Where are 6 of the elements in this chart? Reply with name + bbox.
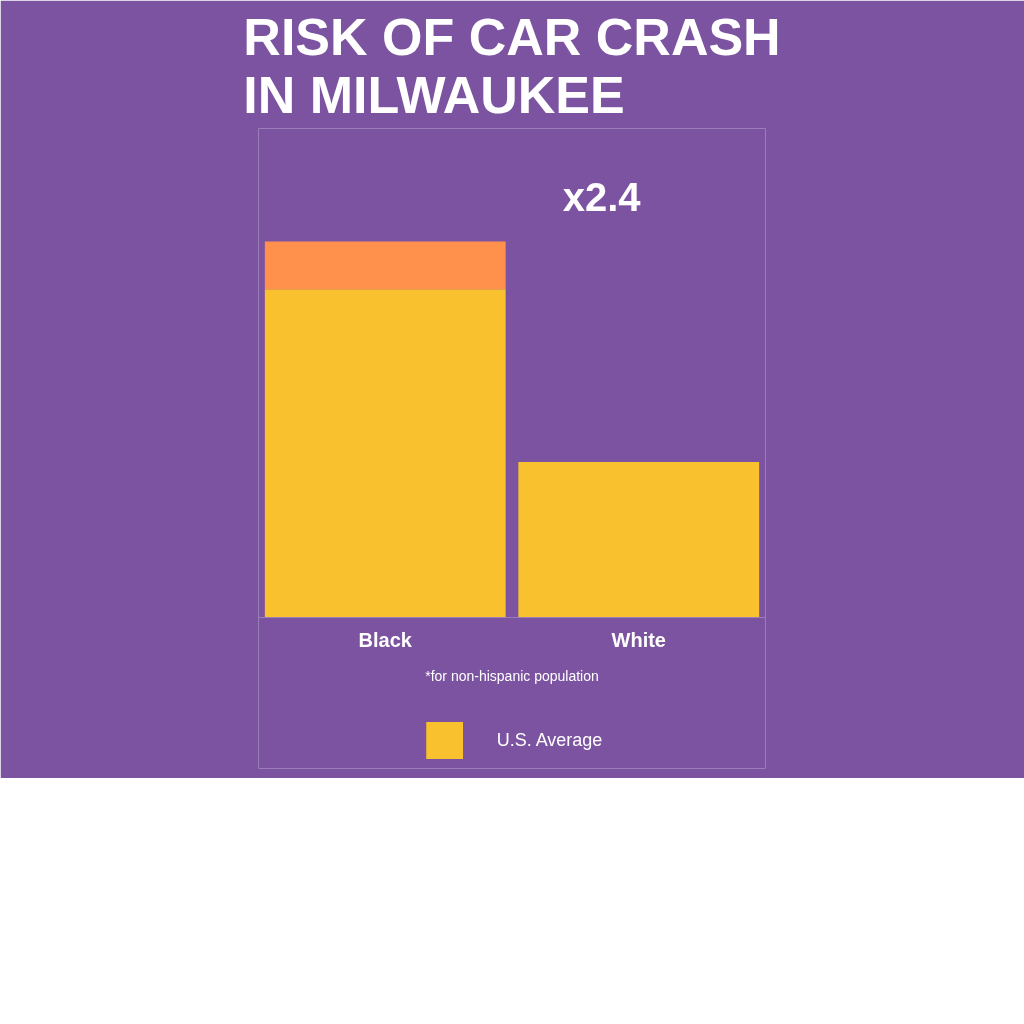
legend-label: U.S. Average [496,729,603,751]
text: *for non-hispanic population [425,667,599,684]
x-tick-label: Black [358,628,413,651]
chart-title: RISK OF CAR CRASH IN MILWAUKEE [243,7,781,124]
text: x2.4 [562,174,642,219]
x-tick-label: White [611,628,666,651]
